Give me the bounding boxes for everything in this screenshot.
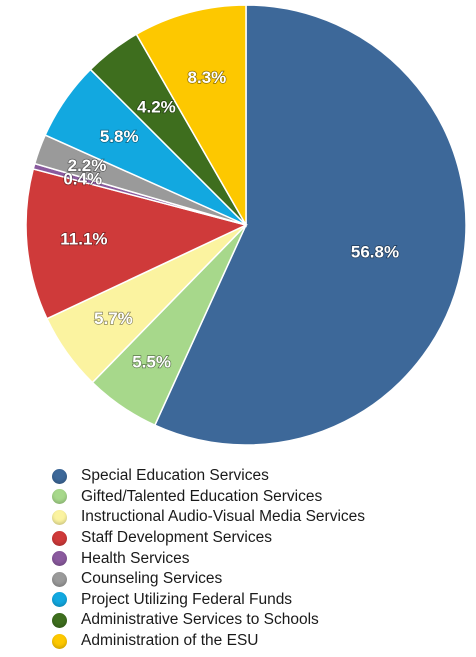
pie-slice-special-education-services bbox=[153, 4, 467, 446]
slice-label-health-services: 0.4% bbox=[63, 169, 102, 188]
legend-label: Administrative Services to Schools bbox=[81, 611, 319, 629]
legend-swatch bbox=[52, 571, 67, 587]
legend-item-staff-development-services: Staff Development Services bbox=[52, 528, 472, 549]
legend-swatch bbox=[52, 530, 67, 546]
slice-label-project-utilizing-federal-funds: 5.8% bbox=[100, 127, 139, 146]
legend-swatch bbox=[52, 468, 67, 484]
legend-item-instructional-audio-visual-media-services: Instructional Audio-Visual Media Service… bbox=[52, 507, 472, 528]
legend-item-project-utilizing-federal-funds: Project Utilizing Federal Funds bbox=[52, 590, 472, 611]
pie-labels: 56.8% 5.5% 5.7% 11.1% 0.4%2.2% 5.8% 4.2% 8.3% bbox=[60, 67, 400, 372]
legend-item-administrative-services-to-schools: Administrative Services to Schools bbox=[52, 610, 472, 631]
legend-item-administration-of-the-esu: Administration of the ESU bbox=[52, 631, 472, 652]
legend-swatch bbox=[52, 489, 67, 505]
legend-swatch bbox=[52, 612, 67, 628]
legend: Special Education Services Gifted/Talente… bbox=[52, 466, 472, 651]
slice-label-staff-development-services: 11.1% bbox=[60, 229, 107, 248]
legend-item-health-services: Health Services bbox=[52, 548, 472, 569]
legend-label: Counseling Services bbox=[81, 570, 223, 588]
slice-label-instructional-audio-visual-media-services: 5.7% bbox=[94, 309, 133, 328]
legend-label: Health Services bbox=[81, 549, 190, 567]
pie-slice-administration-of-the-esu bbox=[135, 4, 247, 228]
legend-swatch bbox=[52, 633, 67, 649]
legend-label: Staff Development Services bbox=[81, 529, 272, 547]
slice-label-administration-of-the-esu: 8.3% bbox=[188, 68, 227, 87]
legend-item-special-education-services: Special Education Services bbox=[52, 466, 472, 487]
pie-slices bbox=[25, 4, 467, 446]
legend-label: Gifted/Talented Education Services bbox=[81, 487, 323, 505]
legend-label: Instructional Audio-Visual Media Service… bbox=[81, 508, 366, 526]
legend-label: Special Education Services bbox=[81, 467, 269, 485]
pie-slice-staff-development-services bbox=[25, 168, 249, 320]
slice-label-special-education-services: 56.8% bbox=[351, 242, 399, 261]
legend-swatch bbox=[52, 509, 67, 525]
legend-label: Project Utilizing Federal Funds bbox=[81, 590, 293, 608]
legend-swatch bbox=[52, 551, 67, 567]
legend-swatch bbox=[52, 592, 67, 608]
slice-label-administrative-services-to-schools: 4.2% bbox=[137, 97, 176, 116]
slice-label-counseling-services: 2.2% bbox=[68, 156, 107, 175]
slice-label-gifted-talented-education-services: 5.5% bbox=[132, 352, 171, 371]
legend-item-gifted-talented-education-services: Gifted/Talented Education Services bbox=[52, 487, 472, 508]
legend-label: Administration of the ESU bbox=[81, 632, 259, 650]
pie-chart: 56.8% 5.5% 5.7% 11.1% 0.4%2.2% 5.8% 4.2% 8.3% bbox=[25, 4, 467, 446]
legend-item-counseling-services: Counseling Services bbox=[52, 569, 472, 590]
